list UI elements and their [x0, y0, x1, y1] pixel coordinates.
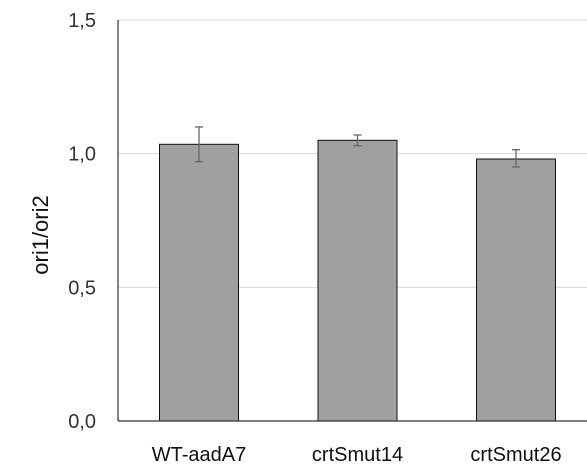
error-bar — [512, 149, 520, 168]
bar — [159, 143, 239, 422]
y-axis-title: ori1/ori2 — [28, 195, 53, 274]
y-tick-label: 0,5 — [68, 277, 96, 299]
bar — [476, 158, 556, 422]
y-tick-label: 0,0 — [68, 411, 96, 433]
error-bars — [195, 126, 520, 168]
error-bar — [195, 126, 203, 163]
category-label: WT-aadA7 — [152, 444, 246, 466]
bar — [317, 139, 398, 422]
y-tick-label: 1,5 — [68, 10, 96, 32]
y-tick-label: 1,0 — [68, 144, 96, 166]
error-bar — [353, 134, 362, 147]
y-tick-labels: 0,0 0,5 1,0 1,5 — [68, 10, 96, 433]
bars — [159, 139, 556, 422]
category-label: crtSmut14 — [312, 444, 403, 466]
category-label: crtSmut26 — [470, 444, 561, 466]
category-labels: WT-aadA7 crtSmut14 crtSmut26 — [152, 444, 562, 466]
